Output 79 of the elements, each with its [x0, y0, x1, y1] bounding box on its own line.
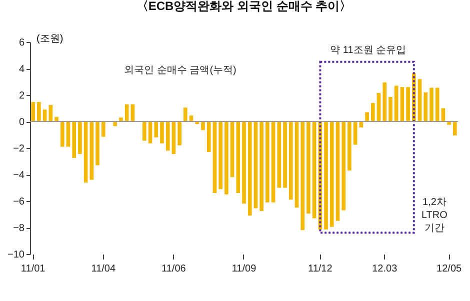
bar [406, 87, 410, 122]
bar [348, 122, 352, 171]
bar [90, 122, 94, 180]
bar [142, 122, 146, 141]
bar [388, 96, 392, 122]
y-tick-label: 0 [18, 117, 25, 128]
x-tick-label: 11/04 [91, 264, 116, 274]
bar [376, 93, 381, 122]
chart-title: 〈ECB양적완화와 외국인 순매수 추이〉 [136, 0, 352, 13]
bar [382, 82, 387, 122]
x-tick-label: 11/09 [232, 264, 257, 274]
bar [148, 122, 152, 144]
bar [224, 122, 228, 194]
y-tick-label: 6 [18, 38, 25, 48]
bar [154, 122, 158, 138]
x-tick-label: 12.03 [372, 264, 398, 274]
y-tick-label: −10 [8, 250, 25, 260]
bar [294, 122, 299, 208]
bar [78, 122, 82, 154]
bar [435, 88, 440, 122]
x-tick-label: 11/06 [162, 264, 186, 274]
bar [48, 104, 53, 122]
bar [260, 122, 264, 211]
y-tick-label: −4 [13, 170, 25, 181]
bar [72, 122, 76, 158]
bar [394, 86, 398, 122]
y-tick-label: 2 [18, 90, 25, 102]
bar [178, 122, 182, 146]
annotation: 1,2차 LTRO 기간 [421, 197, 448, 234]
bar [166, 122, 170, 151]
bar [60, 122, 64, 147]
bar [160, 122, 164, 144]
bar [172, 122, 176, 154]
bar [96, 122, 100, 166]
bar [206, 122, 211, 152]
bar [453, 122, 457, 136]
bar [218, 122, 222, 190]
annotation: 약 11조원 순유입 [330, 45, 406, 56]
bar [324, 122, 328, 230]
bar [271, 122, 276, 202]
bar [248, 122, 252, 216]
bar [236, 122, 240, 194]
annotation: 외국인 순매수 금액(누적) [124, 65, 236, 76]
y-tick-label: −6 [13, 196, 25, 208]
bar [306, 122, 310, 214]
bar [254, 122, 258, 208]
bar [430, 88, 434, 122]
bar [212, 122, 217, 194]
bar [184, 108, 188, 122]
bar [330, 122, 334, 227]
bar [54, 116, 58, 122]
bar [230, 122, 234, 178]
bar [201, 122, 205, 130]
bar [277, 122, 282, 188]
bar [266, 122, 270, 202]
bar [113, 122, 118, 126]
bar [242, 122, 246, 204]
x-tick-label: 11/12 [308, 264, 333, 274]
bar [365, 112, 369, 122]
bar [400, 87, 404, 122]
bar [300, 122, 304, 230]
x-tick-label: 12/05 [436, 264, 462, 274]
bar [336, 122, 340, 221]
bar [418, 79, 422, 122]
bar [84, 122, 88, 182]
bar [288, 122, 293, 200]
bar [370, 102, 375, 122]
x-tick-label: 11/01 [20, 264, 46, 274]
bar [424, 92, 428, 122]
y-axis-title: (조원) [36, 34, 64, 44]
bar [312, 122, 316, 218]
bar [342, 122, 346, 210]
y-tick-label: −2 [13, 144, 25, 154]
bar [31, 102, 35, 122]
bar [283, 122, 287, 188]
y-tick-label: −8 [13, 223, 25, 234]
y-tick-label: 4 [18, 64, 25, 75]
bar [101, 122, 106, 137]
bar [37, 102, 41, 122]
